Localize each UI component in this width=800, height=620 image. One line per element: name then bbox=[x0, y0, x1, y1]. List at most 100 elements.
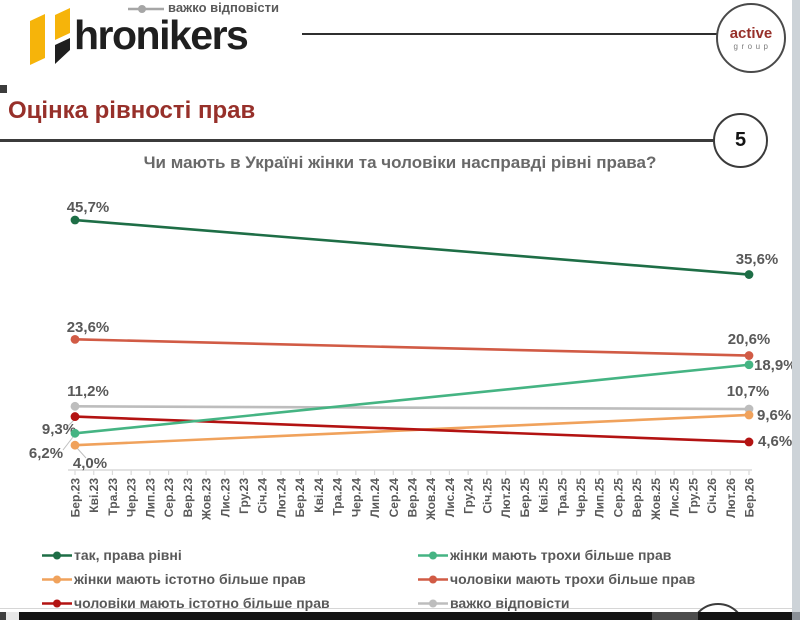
data-label-end-1: 9,6% bbox=[757, 407, 791, 424]
chart-title: Чи мають в Україні жінки та чоловіки нас… bbox=[143, 153, 657, 172]
active-group-line1: active bbox=[729, 24, 773, 42]
x-axis-label: Жов.23 bbox=[200, 478, 214, 521]
x-axis-label: Лют.26 bbox=[724, 478, 738, 518]
series-start-point-3 bbox=[70, 428, 80, 438]
legend-marker-icon bbox=[418, 575, 448, 583]
x-axis-label: Кві.23 bbox=[87, 478, 101, 513]
data-label-end-3: 18,9% bbox=[754, 357, 797, 374]
x-axis-label: Жов.25 bbox=[649, 478, 663, 521]
label-callout-line bbox=[65, 419, 75, 429]
series-line-3 bbox=[74, 363, 750, 435]
page-number: 5 bbox=[734, 129, 747, 151]
data-label-end-2: 4,6% bbox=[758, 433, 792, 450]
scrollbar-corner bbox=[792, 612, 800, 620]
series-end-point-1 bbox=[744, 410, 754, 420]
x-axis-label: Лис.23 bbox=[218, 478, 232, 517]
edge-artifact bbox=[0, 85, 7, 93]
scrollbar-track bbox=[19, 612, 652, 620]
series-start-point-2 bbox=[70, 412, 80, 421]
legend-item: чоловіки мають істотно більше прав bbox=[42, 591, 330, 615]
x-axis-label: Чер.25 bbox=[574, 478, 588, 517]
scrollbar-segment bbox=[0, 612, 6, 620]
legend-item: важко відповісти bbox=[418, 591, 695, 615]
legend-item: жінки мають істотно більше прав bbox=[42, 567, 330, 591]
legend-item: чоловіки мають трохи більше прав bbox=[418, 567, 695, 591]
window-right-edge bbox=[792, 0, 800, 612]
x-axis-label: Лют.25 bbox=[499, 478, 513, 518]
x-axis-label: Тра.24 bbox=[331, 478, 345, 516]
active-group-line2: group bbox=[733, 41, 772, 51]
legend-label: чоловіки мають трохи більше прав bbox=[450, 571, 696, 587]
legend-label: так, права рівні bbox=[74, 547, 182, 563]
top-legend-fragment-label: важко відповісти bbox=[168, 0, 279, 15]
legend-label: жінки мають істотно більше прав bbox=[74, 571, 306, 587]
x-axis-label: Лют.24 bbox=[274, 478, 288, 518]
x-axis-label: Бер.26 bbox=[743, 478, 757, 518]
header-rule bbox=[302, 33, 717, 35]
series-start-point-1 bbox=[70, 440, 80, 450]
series-line-5 bbox=[74, 218, 750, 276]
x-axis-label: Тра.25 bbox=[555, 478, 569, 516]
x-axis-label: Сер.23 bbox=[162, 478, 176, 518]
x-axis-label: Бер.23 bbox=[69, 478, 83, 518]
x-axis-label: Кві.25 bbox=[537, 478, 551, 513]
data-label-start-4: 23,6% bbox=[67, 319, 110, 336]
chart-legend-right-column: жінки мають трохи більше прав чоловіки м… bbox=[418, 543, 695, 615]
series-start-point-0 bbox=[70, 401, 80, 411]
x-axis-label: Лип.23 bbox=[143, 478, 157, 518]
x-axis-label: Сер.24 bbox=[387, 478, 401, 518]
series-end-point-5 bbox=[744, 270, 754, 279]
x-axis-label: Кві.24 bbox=[312, 478, 326, 513]
x-axis-label: Вер.23 bbox=[181, 478, 195, 518]
legend-item: жінки мають трохи більше прав bbox=[418, 543, 695, 567]
series-end-point-2 bbox=[744, 437, 754, 447]
page-number-badge: 5 bbox=[713, 113, 768, 168]
chart-legend-left-column: так, права рівні жінки мають істотно біл… bbox=[42, 543, 330, 615]
legend-marker-icon bbox=[42, 551, 72, 559]
logo-wordmark: hronikers bbox=[74, 12, 249, 58]
legend-marker-icon bbox=[418, 599, 448, 607]
x-axis-label: Січ.26 bbox=[705, 478, 719, 514]
series-start-point-5 bbox=[70, 215, 80, 225]
legend-marker-icon bbox=[418, 551, 448, 559]
data-label-end-0: 10,7% bbox=[727, 383, 770, 400]
x-axis-label: Вер.25 bbox=[630, 478, 644, 518]
x-axis-label: Лис.24 bbox=[443, 478, 457, 517]
gray-line-dot-icon bbox=[128, 4, 164, 13]
series-line-0 bbox=[74, 405, 750, 411]
x-axis-label: Сер.25 bbox=[611, 478, 625, 518]
series-end-point-4 bbox=[744, 351, 754, 360]
x-axis-label: Жов.24 bbox=[424, 478, 438, 521]
x-axis-label: Гру.24 bbox=[462, 478, 476, 514]
label-callout-line bbox=[76, 447, 87, 459]
x-axis-label: Січ.25 bbox=[480, 478, 494, 514]
x-axis-label: Бер.24 bbox=[293, 478, 307, 518]
data-label-start-3: 6,2% bbox=[29, 445, 63, 462]
legend-marker-icon bbox=[42, 575, 72, 583]
legend-item: так, права рівні bbox=[42, 543, 330, 567]
x-axis-label: Гру.25 bbox=[686, 478, 700, 514]
label-callout-line bbox=[62, 436, 74, 451]
legend-label: чоловіки мають істотно більше прав bbox=[74, 595, 330, 611]
x-axis-label: Чер.23 bbox=[125, 478, 139, 517]
scrollbar-thumb[interactable] bbox=[652, 612, 698, 620]
scrollbar-track bbox=[698, 612, 792, 620]
x-axis-label: Чер.24 bbox=[349, 478, 363, 517]
data-label-start-2: 9,3% bbox=[42, 421, 76, 438]
series-start-point-4 bbox=[70, 334, 80, 344]
x-axis-label: Лип.25 bbox=[593, 478, 607, 518]
legend-label: важко відповісти bbox=[450, 595, 570, 611]
x-axis-label: Вер.24 bbox=[406, 478, 420, 518]
x-axis-label: Лип.24 bbox=[368, 478, 382, 518]
x-axis-label: Тра.23 bbox=[106, 478, 120, 516]
legend-label: жінки мають трохи більше прав bbox=[450, 547, 672, 563]
data-label-end-5: 35,6% bbox=[736, 251, 779, 268]
x-axis-label: Бер.25 bbox=[518, 478, 532, 518]
data-label-start-1: 4,0% bbox=[73, 455, 107, 472]
data-label-start-0: 11,2% bbox=[67, 383, 109, 400]
slide-bottom-rule bbox=[0, 608, 800, 609]
top-legend-fragment: важко відповісти bbox=[128, 0, 279, 15]
data-label-end-4: 20,6% bbox=[728, 331, 771, 348]
